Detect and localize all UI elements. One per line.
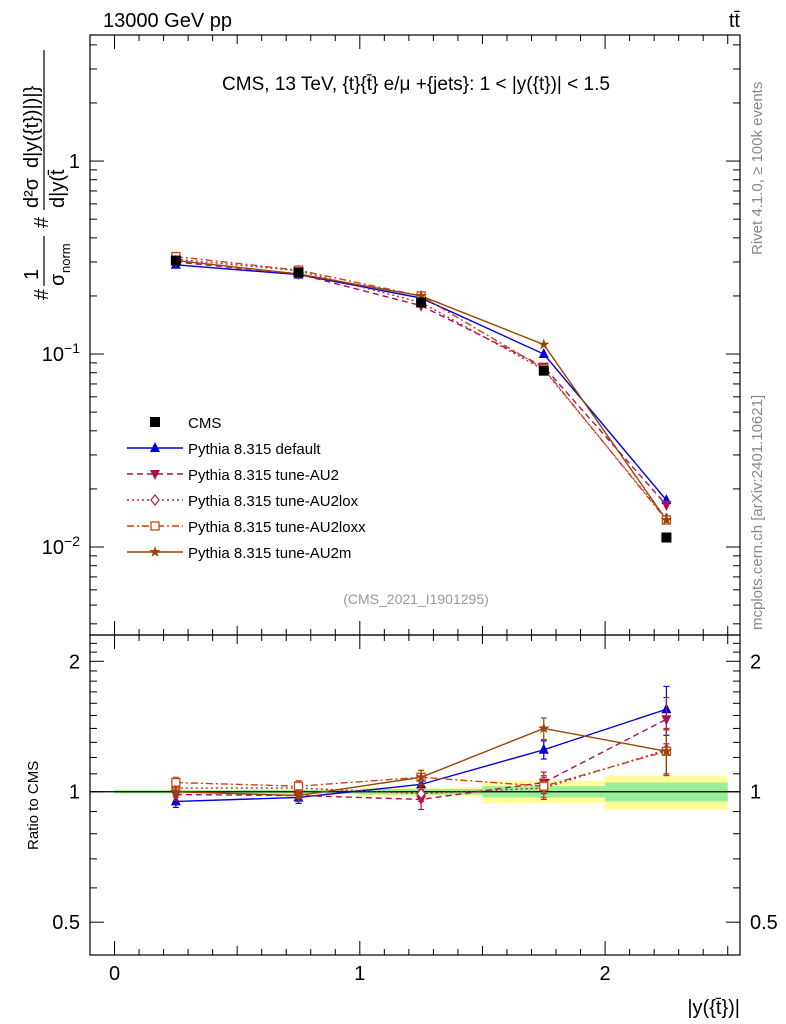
y-label-one: 1 [21, 269, 43, 280]
data-point [661, 532, 672, 543]
y-label-norm: norm [58, 243, 73, 273]
y-axis-label-main: # 1 σ norm # d²σ d|y(t̄ d|y({t})|)|} [21, 50, 73, 300]
data-point [293, 267, 304, 278]
series-point-ratio [538, 743, 549, 754]
y-tick-label-main: 10−2 [42, 533, 80, 559]
legend-marker [150, 521, 160, 531]
x-tick-label: 0 [109, 963, 120, 985]
series-point-main [415, 289, 427, 301]
ratio-plot-frame [89, 634, 741, 956]
x-tick-label: 2 [600, 963, 611, 985]
data-point [170, 255, 181, 266]
series-point-main [660, 514, 673, 525]
chart-title: CMS, 13 TeV, {t}{t̄} e/μ +{jets}: 1 < |y… [222, 74, 610, 95]
process-label: tt̄ [729, 10, 741, 32]
legend-label: Pythia 8.315 tune-AU2m [188, 545, 351, 562]
legend-label: Pythia 8.315 default [188, 441, 321, 458]
rivet-label: Rivet 4.1.0, ≥ 100k events [749, 82, 766, 255]
y-label-dy-top: d|y({t})|)|} [21, 85, 43, 168]
y-label-hash-1: # [31, 288, 53, 300]
y-tick-label-ratio-left: 1 [69, 782, 80, 804]
series-point-ratio [660, 745, 673, 757]
legend-label: Pythia 8.315 tune-AU2loxx [188, 519, 366, 536]
series-point-ratio [415, 771, 427, 783]
y-tick-label-ratio-left: 2 [69, 651, 80, 673]
y-label-hash-2: # [31, 216, 53, 228]
data-point [538, 365, 549, 376]
energy-label: 13000 GeV pp [103, 10, 232, 32]
legend-label: Pythia 8.315 tune-AU2lox [188, 493, 359, 510]
y-tick-label-ratio-right: 2 [750, 651, 761, 673]
series-point-main [538, 348, 549, 359]
series-point-ratio [538, 722, 550, 734]
y-tick-label-ratio-right: 0.5 [750, 912, 778, 934]
series-point-main [538, 338, 550, 350]
y-label-d2sigma: d²σ [21, 177, 43, 208]
y-tick-label-main: 1 [69, 151, 80, 173]
series-point-ratio [171, 777, 181, 788]
y-label-dy-bottom: d|y(t̄ [47, 169, 69, 208]
series-point-ratio [292, 789, 305, 801]
x-axis-label: |y({t̄})| [687, 997, 740, 1019]
legend-marker-data [150, 417, 160, 427]
y-tick-label-ratio-right: 1 [750, 782, 761, 804]
y-tick-label-main: 10−1 [42, 340, 80, 366]
y-tick-label-ratio-left: 0.5 [52, 912, 80, 934]
mcplots-label: mcplots.cern.ch [arXiv:2401.10621] [749, 395, 766, 630]
series-point-ratio [539, 781, 549, 791]
legend-label: Pythia 8.315 tune-AU2 [188, 467, 339, 484]
series-point-ratio [661, 715, 672, 726]
x-tick-label: 1 [354, 963, 365, 985]
legend-marker [150, 442, 160, 452]
legend-marker [149, 546, 161, 557]
series-point-ratio [416, 787, 426, 800]
legend-label-data: CMS [188, 415, 221, 432]
y-label-sigma: σ [47, 273, 69, 286]
series-line-main [175, 255, 667, 521]
data-point [416, 297, 427, 308]
series-point-ratio [293, 781, 304, 791]
y-axis-label-ratio: Ratio to CMS [25, 761, 42, 850]
legend: CMS Pythia 8.315 default Pythia 8.315 tune… [127, 415, 366, 562]
series-point-main [661, 501, 672, 512]
legend-marker [150, 493, 160, 507]
legend-marker [150, 470, 160, 480]
series-point-ratio [170, 785, 182, 797]
analysis-tag: (CMS_2021_I1901295) [343, 591, 489, 607]
